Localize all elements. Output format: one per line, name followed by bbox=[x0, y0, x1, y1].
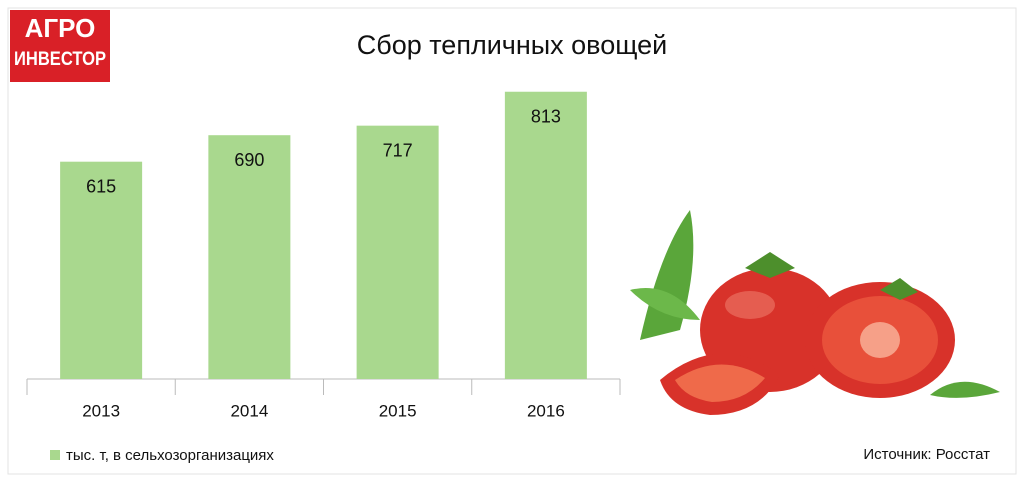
x-tick-label: 2014 bbox=[230, 401, 268, 420]
data-label: 813 bbox=[531, 106, 561, 126]
chart-title: Сбор тепличных овощей bbox=[357, 30, 668, 60]
logo-line1: АГРО bbox=[25, 13, 96, 43]
frame bbox=[7, 7, 1017, 475]
x-tick-label: 2013 bbox=[82, 401, 120, 420]
bar bbox=[208, 135, 291, 379]
data-label: 615 bbox=[86, 176, 116, 196]
source: Источник: Росстат bbox=[863, 446, 990, 463]
bar bbox=[356, 125, 439, 379]
logo-line2: ИНВЕСТОР bbox=[14, 49, 106, 70]
legend-swatch bbox=[50, 450, 60, 460]
x-tick-label: 2016 bbox=[527, 401, 565, 420]
data-label: 717 bbox=[383, 140, 413, 160]
legend-label: тыс. т, в сельхозорганизациях bbox=[66, 447, 274, 464]
tomato-illustration bbox=[630, 210, 1000, 415]
logo-box bbox=[10, 10, 110, 82]
bar bbox=[60, 161, 143, 379]
bar bbox=[504, 91, 587, 380]
data-label: 690 bbox=[234, 150, 264, 170]
x-tick-label: 2015 bbox=[379, 401, 417, 420]
